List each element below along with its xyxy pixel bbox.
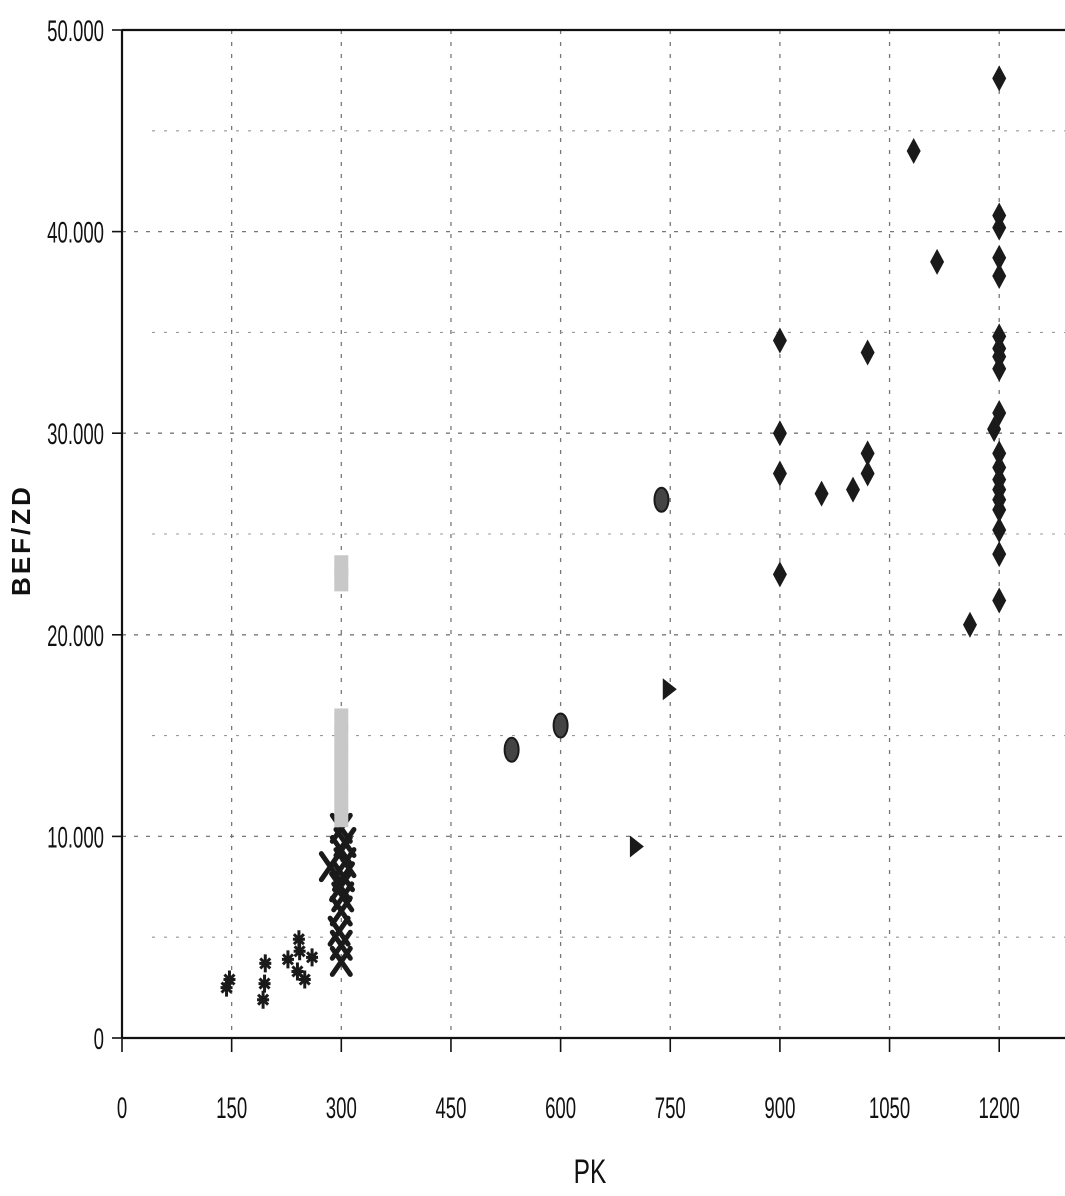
diamond-marker	[860, 339, 875, 366]
y-tick-label: 50.000	[47, 15, 104, 49]
x-tick-label: 450	[435, 1092, 466, 1126]
x-axis-title: PK	[574, 1153, 607, 1191]
star-marker	[293, 942, 306, 961]
x-tick-label: 150	[216, 1092, 247, 1126]
x-tick-label: 600	[545, 1092, 576, 1126]
diamond-marker	[992, 262, 1007, 289]
star-marker	[291, 962, 304, 981]
star-marker	[258, 974, 271, 993]
star-marker	[259, 954, 272, 973]
x-tick-label: 900	[764, 1092, 795, 1126]
light-square-marker	[334, 785, 349, 808]
diamond-marker	[906, 137, 921, 164]
x-tick-labels: 0 150 300 450 600 750 900 1050 1200	[117, 1092, 1020, 1126]
triangle-marker	[662, 678, 677, 701]
y-tick-labels: 0 10.000 20.000 30.000 40.000 50.000	[47, 15, 104, 1057]
ellipse-marker	[653, 486, 670, 513]
diamond-marker	[992, 323, 1007, 350]
star-marker	[292, 930, 305, 949]
star-marker	[306, 948, 319, 967]
x-marker	[329, 929, 353, 961]
y-tick-label: 0	[94, 1023, 104, 1057]
x-tick-label: 750	[655, 1092, 686, 1126]
y-tick-label: 40.000	[47, 216, 104, 250]
star-marker	[281, 950, 294, 969]
diamond-marker	[772, 420, 787, 447]
diamond-marker	[992, 541, 1007, 568]
ellipse-marker	[552, 712, 569, 739]
diamond-marker	[992, 454, 1007, 481]
y-tick-label: 10.000	[47, 821, 104, 855]
diamond-marker	[992, 587, 1007, 614]
star-marker	[257, 990, 270, 1009]
ellipse-marker	[503, 736, 520, 763]
star-marker	[298, 970, 311, 989]
y-tick-label: 20.000	[47, 619, 104, 653]
grid	[122, 30, 1065, 1038]
diamond-marker	[992, 516, 1007, 543]
x-marker	[333, 826, 357, 858]
diamond-marker	[930, 248, 945, 275]
x-tick-label: 1200	[979, 1092, 1020, 1126]
diamond-marker	[772, 460, 787, 487]
light-square-marker	[334, 744, 349, 767]
x-tick-label: 300	[326, 1092, 357, 1126]
star-marker	[220, 978, 233, 997]
diamond-marker	[992, 244, 1007, 271]
diamond-marker	[992, 65, 1007, 92]
diamond-marker	[846, 476, 861, 503]
diamond-marker	[992, 440, 1007, 467]
diamond-marker	[814, 480, 829, 507]
light-square-marker	[334, 805, 349, 828]
data-points	[220, 65, 1007, 1009]
diamond-marker	[962, 611, 977, 638]
diamond-marker	[992, 202, 1007, 229]
star-marker	[223, 970, 236, 989]
light-square-marker	[334, 764, 349, 787]
x-tick-label: 1050	[869, 1092, 910, 1126]
light-square-marker	[334, 708, 349, 731]
x-tick-label: 0	[117, 1092, 127, 1126]
y-tick-label: 30.000	[47, 418, 104, 452]
diamond-marker	[772, 327, 787, 354]
diamond-marker	[992, 400, 1007, 427]
diamond-marker	[860, 460, 875, 487]
triangle-marker	[629, 835, 644, 858]
diamond-marker	[860, 440, 875, 467]
light-square-marker	[334, 555, 349, 578]
axes	[112, 28, 1065, 1052]
diamond-marker	[772, 561, 787, 588]
y-axis-title: BEF/ZD	[6, 484, 36, 596]
